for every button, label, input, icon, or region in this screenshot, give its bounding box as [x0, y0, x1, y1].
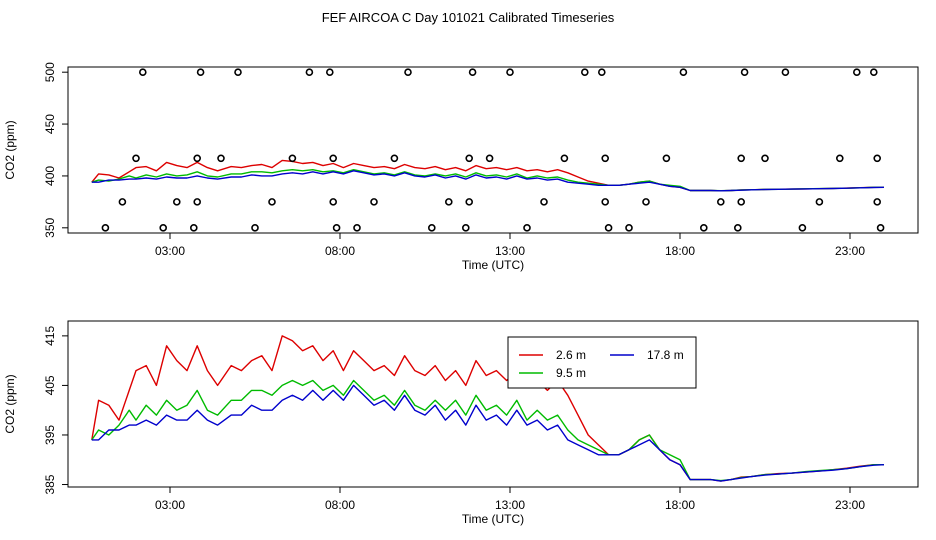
reference-point — [485, 154, 494, 163]
x-tick-label: 03:00 — [155, 244, 185, 258]
panel-1: 03:00 08:00 13:00 18:00 23:00 350 400 450 500 Tim… — [3, 62, 919, 272]
panel-2: 03:00 08:00 13:00 18:00 23:00 385 395 405 415 Tim… — [3, 320, 919, 526]
reference-point — [390, 154, 399, 163]
reference-point — [625, 224, 633, 232]
reference-point — [873, 154, 882, 163]
reference-point — [815, 198, 824, 206]
reference-point — [601, 154, 610, 163]
reference-point — [461, 224, 470, 232]
reference-point — [737, 154, 746, 163]
reference-point — [427, 224, 436, 232]
reference-point — [781, 68, 790, 76]
reference-point — [325, 68, 334, 76]
reference-point — [370, 198, 378, 206]
reference-point — [468, 68, 477, 76]
reference-point — [268, 198, 276, 206]
reference-point — [737, 198, 746, 206]
reference-point — [662, 154, 671, 163]
reference-point — [329, 198, 338, 206]
x-tick-label: 08:00 — [325, 244, 355, 258]
y-tick-label: 350 — [43, 217, 57, 237]
reference-point — [332, 224, 341, 232]
reference-point — [173, 198, 181, 206]
reference-point — [353, 224, 361, 232]
reference-point — [873, 198, 882, 206]
reference-point — [193, 154, 201, 163]
y-tick-label: 385 — [43, 474, 57, 494]
reference-point — [699, 224, 708, 232]
legend-box — [507, 336, 697, 389]
reference-point — [761, 154, 769, 163]
reference-point — [305, 68, 314, 76]
reference-point — [288, 154, 297, 163]
reference-point — [869, 68, 878, 76]
reference-point — [132, 154, 140, 163]
legend-label: 2.6 m — [556, 348, 586, 362]
x-tick-label: 08:00 — [325, 498, 355, 512]
series-line — [91, 379, 884, 482]
x-tick-label: 23:00 — [835, 498, 865, 512]
reference-point — [679, 68, 688, 76]
x-tick-label: 18:00 — [665, 498, 695, 512]
plot-frame — [67, 66, 919, 234]
reference-point — [506, 68, 514, 76]
legend-label: 9.5 m — [556, 366, 586, 380]
reference-point — [159, 224, 167, 232]
x-tick-label: 23:00 — [835, 244, 865, 258]
reference-point — [876, 224, 885, 232]
y-tick-label: 500 — [43, 62, 57, 82]
y-axis-label: CO2 (ppm) — [3, 374, 17, 433]
y-axis-label: CO2 (ppm) — [3, 120, 17, 179]
reference-point — [118, 198, 127, 206]
series-line — [91, 335, 884, 482]
reference-point — [465, 198, 474, 206]
reference-point — [234, 68, 242, 76]
series-line — [91, 384, 885, 482]
plot-frame — [67, 320, 919, 488]
reference-point — [217, 154, 225, 163]
reference-point — [139, 68, 147, 76]
reference-point — [523, 224, 531, 232]
reference-point — [444, 198, 453, 206]
series-line — [91, 168, 884, 192]
reference-point — [540, 198, 548, 206]
legend-label: 17.8 m — [647, 348, 684, 362]
reference-point — [580, 68, 589, 76]
reference-point — [465, 154, 474, 163]
y-tick-label: 405 — [43, 375, 57, 395]
reference-point — [251, 224, 259, 232]
reference-point — [196, 68, 205, 76]
legend: 2.6 m 9.5 m 17.8 m — [507, 336, 697, 389]
reference-point — [798, 224, 807, 232]
x-axis-label: Time (UTC) — [462, 258, 524, 272]
y-tick-label: 400 — [43, 166, 57, 186]
x-tick-label: 13:00 — [495, 244, 525, 258]
reference-point — [740, 68, 749, 76]
series-line — [91, 170, 885, 192]
reference-point — [193, 198, 201, 206]
reference-point — [597, 68, 606, 76]
x-tick-label: 18:00 — [665, 244, 695, 258]
reference-point — [604, 224, 613, 232]
chart-title: FEF AIRCOA C Day 101021 Calibrated Times… — [321, 10, 615, 25]
reference-point — [560, 154, 569, 163]
reference-point — [733, 224, 742, 232]
x-tick-label: 03:00 — [155, 498, 185, 512]
y-tick-label: 450 — [43, 114, 57, 134]
y-tick-label: 415 — [43, 326, 57, 346]
reference-point — [835, 154, 844, 163]
reference-point — [329, 154, 338, 163]
reference-point — [190, 224, 198, 232]
reference-point — [642, 198, 650, 206]
reference-point — [716, 198, 725, 206]
x-tick-label: 13:00 — [495, 498, 525, 512]
reference-point — [601, 198, 610, 206]
reference-point — [852, 68, 861, 76]
reference-point — [404, 68, 412, 76]
reference-point — [101, 224, 110, 232]
x-axis-label: Time (UTC) — [462, 512, 524, 526]
y-tick-label: 395 — [43, 425, 57, 445]
